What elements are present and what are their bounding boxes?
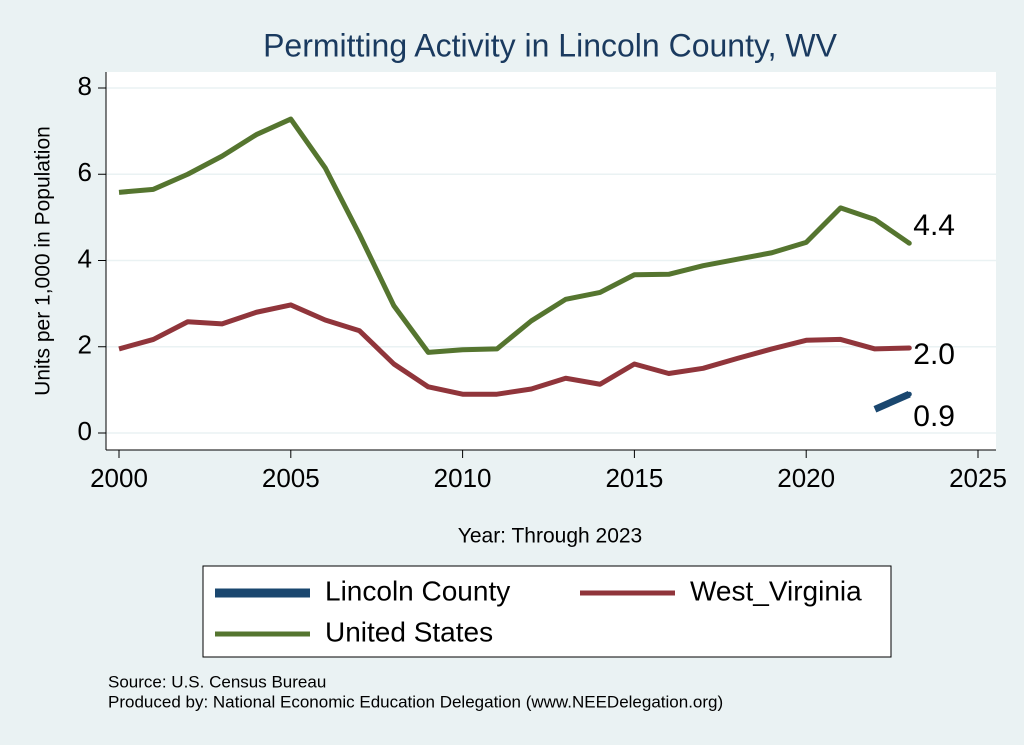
y-tick-label: 8: [78, 71, 92, 101]
x-axis-label: Year: Through 2023: [458, 525, 643, 548]
end-point: [906, 240, 912, 246]
x-tick-label: 2005: [262, 463, 320, 493]
series-line: [873, 390, 911, 413]
x-tick-label: 2015: [605, 463, 663, 493]
value-label: 0.9: [913, 400, 955, 433]
chart-title: Permitting Activity in Lincoln County, W…: [263, 27, 838, 63]
end-point: [906, 391, 912, 397]
y-tick-label: 6: [78, 157, 92, 187]
legend-label: Lincoln County: [325, 575, 510, 606]
y-axis-label: Units per 1,000 in Population: [32, 126, 55, 396]
source-note: Source: U.S. Census Bureau: [108, 672, 326, 691]
legend-label: United States: [325, 616, 493, 647]
y-tick-label: 2: [78, 330, 92, 360]
legend: [202, 565, 892, 658]
x-tick-label: 2000: [90, 463, 148, 493]
x-tick-label: 2010: [434, 463, 492, 493]
end-point: [906, 345, 912, 351]
x-tick-label: 2025: [949, 463, 1007, 493]
producer-note: Produced by: National Economic Education…: [108, 692, 723, 711]
legend-label: West_Virginia: [690, 575, 862, 606]
value-label: 4.4: [913, 209, 955, 242]
y-tick-label: 4: [78, 243, 92, 273]
value-label: 2.0: [913, 338, 955, 371]
series-line: [118, 116, 911, 355]
y-tick-label: 0: [78, 416, 92, 446]
series-line: [118, 302, 910, 397]
x-tick-label: 2020: [777, 463, 835, 493]
